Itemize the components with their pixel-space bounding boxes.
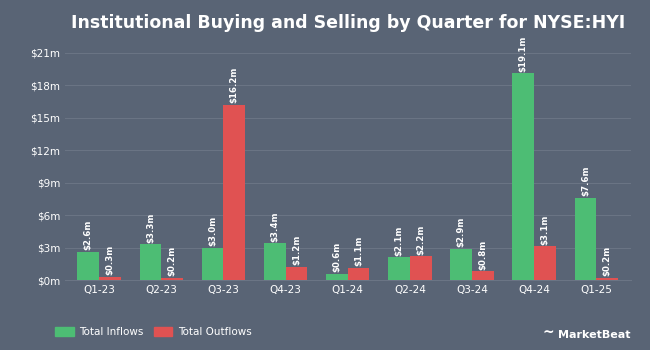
Bar — [512, 74, 534, 280]
Bar — [77, 252, 99, 280]
Bar — [388, 257, 410, 280]
Bar — [472, 271, 494, 280]
Text: $2.6m: $2.6m — [84, 220, 93, 250]
Bar — [575, 198, 596, 280]
Bar — [326, 273, 348, 280]
Text: $2.9m: $2.9m — [457, 217, 465, 247]
Text: $0.8m: $0.8m — [478, 239, 488, 270]
Text: $0.6m: $0.6m — [332, 241, 341, 272]
Text: $3.1m: $3.1m — [541, 215, 549, 245]
Bar — [161, 278, 183, 280]
Text: $7.6m: $7.6m — [581, 166, 590, 196]
Bar — [285, 267, 307, 280]
Text: $0.2m: $0.2m — [168, 246, 177, 276]
Text: $1.1m: $1.1m — [354, 236, 363, 266]
Text: ~: ~ — [543, 326, 554, 340]
Text: $3.4m: $3.4m — [270, 211, 280, 241]
Bar — [534, 246, 556, 280]
Text: $3.3m: $3.3m — [146, 212, 155, 243]
Bar — [596, 278, 618, 280]
Bar — [450, 248, 472, 280]
Title: Institutional Buying and Selling by Quarter for NYSE:HYI: Institutional Buying and Selling by Quar… — [71, 14, 625, 32]
Text: MarketBeat: MarketBeat — [558, 329, 630, 340]
Bar — [202, 247, 224, 280]
Legend: Total Inflows, Total Outflows: Total Inflows, Total Outflows — [51, 323, 255, 341]
Bar — [348, 268, 369, 280]
Text: $1.2m: $1.2m — [292, 235, 301, 265]
Bar — [224, 105, 245, 280]
Text: $2.1m: $2.1m — [395, 225, 404, 256]
Text: $16.2m: $16.2m — [230, 67, 239, 103]
Text: $2.2m: $2.2m — [416, 224, 425, 254]
Bar — [140, 244, 161, 280]
Text: $0.3m: $0.3m — [105, 245, 114, 275]
Bar — [99, 277, 121, 280]
Bar — [410, 256, 432, 280]
Text: $19.1m: $19.1m — [519, 35, 528, 72]
Bar — [264, 243, 285, 280]
Text: $0.2m: $0.2m — [603, 246, 612, 276]
Text: $3.0m: $3.0m — [208, 216, 217, 246]
